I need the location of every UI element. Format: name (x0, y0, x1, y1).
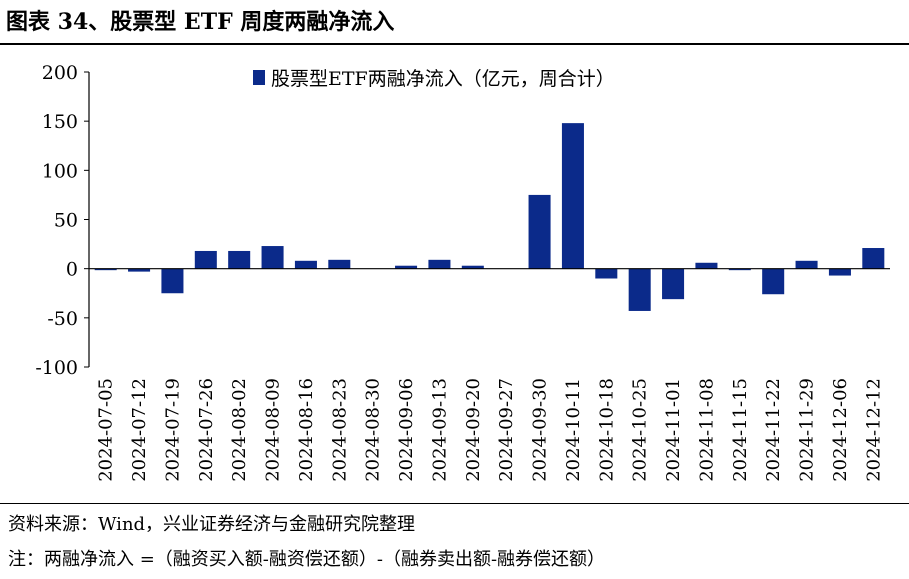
x-tick-label: 2024-09-20 (463, 378, 484, 482)
x-tick-label: 2024-08-09 (263, 378, 284, 482)
y-tick-label: 100 (42, 160, 78, 182)
x-tick-label: 2024-08-30 (363, 378, 384, 482)
y-tick-label: 50 (54, 210, 78, 232)
x-tick-label: 2024-10-25 (630, 378, 651, 482)
x-axis: 2024-07-05 2024-07-12 2024-07-19 2024-07-26… (89, 268, 890, 482)
legend-swatch (253, 70, 265, 85)
figure-title: 图表 34、股票型 ETF 周度两融净流入 (6, 9, 395, 35)
bar (395, 265, 418, 269)
bar (161, 268, 184, 294)
x-tick-label: 2024-11-29 (797, 378, 818, 482)
bar (695, 262, 718, 269)
x-tick-label: 2024-11-01 (663, 378, 684, 482)
x-tick-label: 2024-07-12 (129, 378, 150, 482)
x-tick-label: 2024-07-05 (96, 378, 117, 482)
y-tick-label: 0 (66, 259, 78, 281)
bar (828, 268, 851, 276)
chart-area: 200 150 100 50 0 -50 -100 2024-07-05 2024-07-12… (0, 48, 909, 500)
title-divider (0, 43, 909, 45)
bars (94, 123, 885, 311)
x-tick-label: 2024-09-30 (530, 378, 551, 482)
formula-note: 注：两融净流入 =（融资买入额-融资偿还额）-（融券卖出额-融券偿还额） (8, 549, 606, 570)
footer-divider (0, 503, 909, 504)
bar (328, 259, 351, 269)
bar-chart: 200 150 100 50 0 -50 -100 2024-07-05 2024-07-12… (35, 62, 890, 482)
bar (762, 268, 785, 295)
x-tick-label: 2024-12-12 (863, 378, 884, 482)
bar (795, 260, 818, 269)
bar (128, 268, 151, 272)
y-axis: 200 150 100 50 0 -50 -100 (35, 62, 90, 379)
legend: 股票型ETF两融净流入（亿元，周合计） (253, 68, 615, 90)
x-tick-label: 2024-10-18 (596, 378, 617, 482)
bar (228, 250, 251, 269)
x-tick-label: 2024-08-02 (229, 378, 250, 482)
bar (728, 268, 751, 271)
x-tick-label: 2024-07-26 (196, 378, 217, 482)
bar (461, 265, 484, 269)
x-tick-label: 2024-11-22 (763, 378, 784, 482)
x-tick-label: 2024-09-13 (429, 378, 450, 482)
x-tick-label: 2024-09-27 (496, 378, 517, 482)
bar (94, 268, 117, 271)
bar (194, 250, 217, 269)
bar (428, 259, 451, 269)
legend-label: 股票型ETF两融净流入（亿元，周合计） (271, 68, 615, 90)
x-tick-label: 2024-07-19 (162, 378, 183, 482)
y-tick-label: -100 (35, 357, 78, 379)
x-tick-label: 2024-11-08 (696, 378, 717, 482)
bar (261, 246, 284, 269)
x-tick-label: 2024-12-06 (830, 378, 851, 482)
y-tick-label: 200 (42, 62, 78, 84)
x-tick-label: 2024-10-11 (563, 378, 584, 482)
bar (294, 260, 317, 269)
bar (595, 268, 618, 279)
x-tick-label: 2024-08-16 (296, 378, 317, 482)
x-tick-label: 2024-08-23 (329, 378, 350, 482)
x-tick-label: 2024-09-06 (396, 378, 417, 482)
bar (662, 268, 685, 300)
source-note: 资料来源：Wind，兴业证券经济与金融研究院整理 (8, 514, 416, 535)
bar (628, 268, 651, 311)
y-tick-label: 150 (42, 111, 78, 133)
bar (528, 194, 551, 269)
x-tick-label: 2024-11-15 (730, 378, 751, 482)
bar (862, 248, 885, 269)
bar (561, 123, 584, 269)
y-tick-label: -50 (47, 308, 78, 330)
